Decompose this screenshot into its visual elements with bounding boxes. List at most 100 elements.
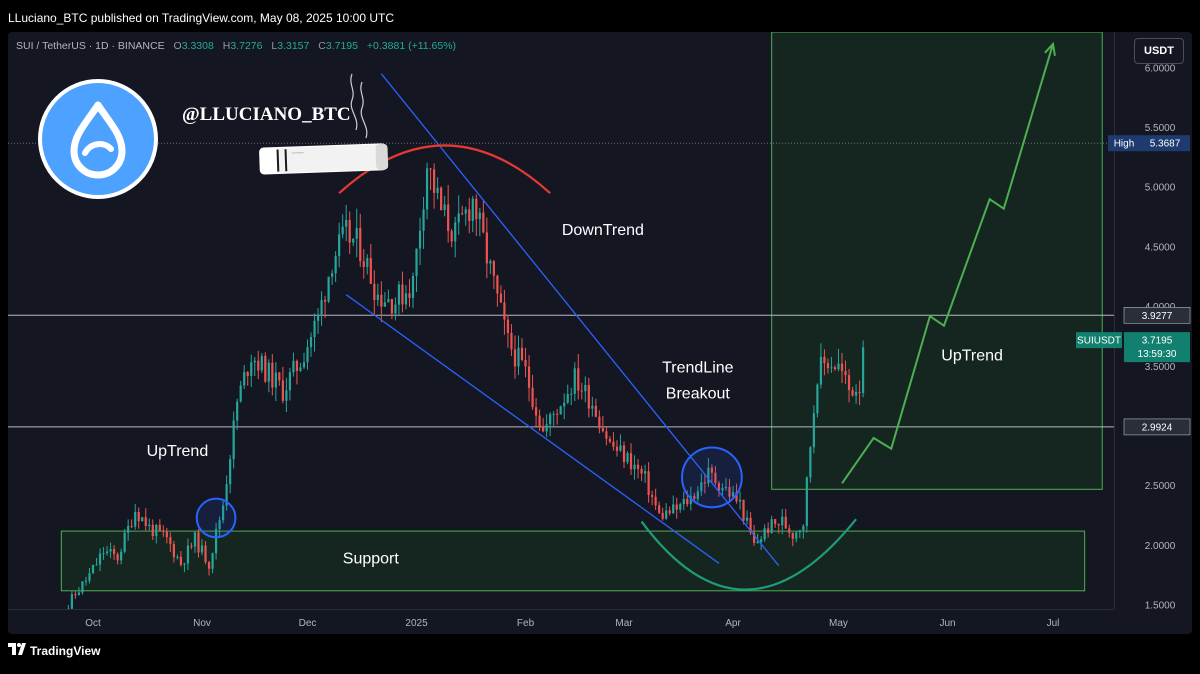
candle-body: [67, 608, 70, 609]
candle-body: [165, 531, 168, 538]
candle-body: [334, 256, 337, 274]
candle-body: [499, 293, 503, 303]
candle-body: [348, 219, 351, 243]
candle-body: [823, 356, 826, 364]
candle-body: [524, 359, 527, 367]
publisher-bar: LLuciano_BTC published on TradingView.co…: [0, 0, 1200, 32]
candle-body: [345, 219, 348, 227]
symbol-label[interactable]: SUI / TetherUS · 1D · BINANCE: [16, 40, 165, 52]
price-chart[interactable]: UpTrend DownTrend TrendLine Breakout Support…: [8, 32, 1192, 634]
tradingview-logo-icon[interactable]: [8, 643, 26, 657]
candle-body: [770, 519, 773, 533]
candle-body: [577, 368, 580, 391]
change-value: +0.3881 (+11.65%): [366, 40, 457, 52]
candle-body: [601, 428, 604, 432]
breakout-circle: [681, 446, 743, 509]
candle-body: [795, 532, 798, 539]
candle-body: [123, 532, 126, 552]
candle-body: [513, 349, 517, 367]
candle-body: [570, 393, 573, 395]
annotation-label: UpTrend: [147, 443, 209, 460]
candle-body: [468, 209, 471, 221]
candle-body: [176, 556, 179, 558]
candle-body: [728, 486, 731, 497]
candle-body: [60, 627, 62, 630]
candle-body: [492, 261, 495, 276]
candle-body: [809, 447, 812, 478]
high-value: 5.3687: [1150, 139, 1181, 150]
price-tick-label: 6.0000: [1145, 63, 1176, 74]
candle-body: [197, 532, 200, 553]
time-tick-label: Feb: [517, 618, 535, 629]
candle-body: [98, 553, 102, 565]
candle-body: [369, 258, 372, 284]
candle-body: [549, 414, 552, 425]
candle-body: [485, 232, 488, 264]
candle-body: [805, 477, 808, 526]
bottom-arc: [640, 518, 857, 591]
candle-body: [784, 516, 787, 529]
time-tick-label: Oct: [85, 618, 101, 629]
author-handle: @LLUCIANO_BTC: [182, 104, 351, 125]
candle-body: [144, 517, 147, 527]
level-label-box: [1123, 418, 1191, 436]
candle-body: [682, 498, 685, 505]
candle-body: [457, 213, 460, 223]
close-key: C: [318, 40, 326, 52]
candle-body: [665, 510, 668, 519]
candle-body: [162, 530, 165, 532]
candle-body: [443, 204, 446, 211]
candle-body: [222, 505, 225, 521]
candle-body: [573, 368, 576, 394]
candle-body: [313, 320, 316, 338]
chart-area[interactable]: UpTrend DownTrend TrendLine Breakout Support…: [8, 32, 1192, 634]
candle-body: [278, 372, 281, 381]
candle-body: [788, 528, 791, 533]
candle-body: [64, 618, 66, 627]
candle-body: [425, 168, 429, 210]
candle-body: [840, 363, 844, 372]
price-tick-label: 3.5000: [1145, 362, 1176, 373]
candle-body: [432, 169, 436, 193]
candle-body: [148, 524, 151, 527]
projection-arrow: [841, 43, 1054, 484]
annotation-label: TrendLine: [662, 359, 734, 376]
support-zone: [60, 530, 1086, 592]
symbol-tag-box: [1076, 332, 1122, 349]
candle-body: [447, 204, 450, 231]
candle-body: [211, 553, 214, 569]
candle-body: [141, 517, 144, 522]
candle-body: [647, 471, 650, 495]
cigar-icon: [259, 73, 389, 175]
candle-body: [320, 300, 323, 315]
low-value: 3.3157: [277, 40, 310, 52]
candle-body: [615, 446, 619, 451]
candle-body: [707, 467, 710, 484]
candle-body: [70, 594, 74, 609]
candle-body: [826, 363, 830, 369]
candle-body: [253, 360, 256, 363]
candle-body: [418, 230, 422, 249]
time-tick-label: Nov: [193, 618, 211, 629]
candle-body: [640, 468, 643, 474]
currency-button[interactable]: USDT: [1134, 38, 1184, 64]
candle-body: [271, 362, 274, 388]
candle-body: [264, 355, 267, 382]
candle-body: [436, 187, 439, 193]
candle-body: [299, 367, 302, 371]
price-tick-label: 5.0000: [1145, 183, 1176, 194]
candle-body: [847, 375, 851, 391]
bar-countdown: 13:59:30: [1138, 349, 1177, 360]
target-zone: [771, 32, 1103, 490]
candle-body: [721, 488, 724, 491]
candle-body: [193, 532, 197, 547]
candle-body: [696, 491, 699, 500]
candle-body: [239, 385, 242, 402]
candle-body: [752, 532, 756, 543]
high-key: H: [222, 40, 231, 52]
candle-body: [401, 284, 404, 305]
tradingview-brand[interactable]: TradingView: [30, 644, 101, 658]
candle-body: [482, 212, 485, 233]
time-tick-label: Apr: [725, 618, 741, 629]
candle-body: [232, 420, 235, 460]
